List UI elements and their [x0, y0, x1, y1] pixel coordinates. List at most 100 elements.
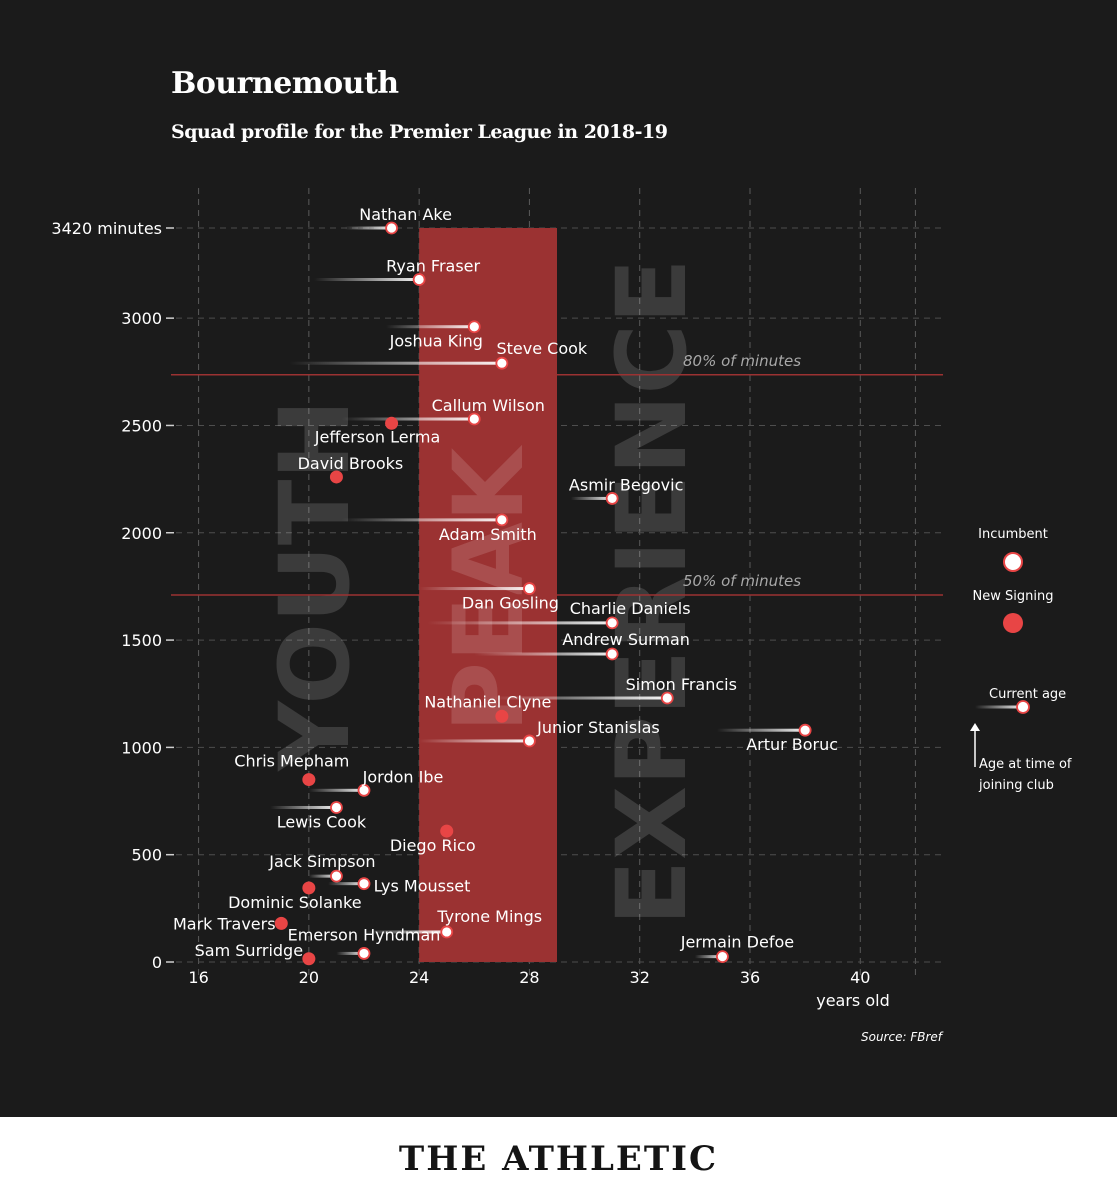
legend-join-arrowhead: [970, 723, 980, 731]
y-tick-label: 3420 minutes: [51, 219, 162, 238]
player-label: Jack Simpson: [268, 852, 375, 871]
player-label: Jordon Ibe: [362, 767, 444, 786]
player-label: Dominic Solanke: [228, 893, 361, 912]
y-tick-label: 3000: [121, 309, 162, 328]
new-signing-point: [274, 916, 288, 930]
player-label: Simon Francis: [626, 675, 737, 694]
tenure-trail: [474, 652, 613, 656]
y-tick-label: 1500: [121, 631, 162, 650]
legend-join-age-label: Age at time of joining club: [978, 757, 1072, 793]
incumbent-point: [467, 320, 481, 334]
new-signing-point: [302, 773, 316, 787]
chart-area: Bournemouth Squad profile for the Premie…: [51, 66, 1072, 1044]
player-label: Callum Wilson: [432, 396, 545, 415]
tenure-trail: [289, 361, 502, 365]
tenure-trail: [427, 621, 613, 625]
incumbent-point: [385, 221, 398, 235]
tenure-trail: [341, 417, 475, 421]
tenure-trail: [386, 325, 475, 329]
tenure-trail: [364, 930, 447, 934]
incumbent-point: [798, 723, 812, 737]
incumbent-point: [330, 801, 343, 814]
legend-trail: [975, 705, 1023, 709]
zone-label: YOUTH: [259, 399, 371, 771]
incumbent-point: [605, 616, 619, 630]
source-label: Source: FBref: [861, 1030, 944, 1044]
incumbent-point: [716, 950, 729, 964]
player-label: Nathan Ake: [359, 205, 452, 224]
new-signing-point: [329, 470, 343, 484]
y-tick-label: 0: [152, 953, 162, 972]
threshold-label: 80% of minutes: [683, 352, 801, 370]
incumbent-point: [467, 412, 481, 426]
player-label: Artur Boruc: [746, 735, 838, 754]
legend-incumbent-marker: [1003, 552, 1023, 572]
y-tick-label: 500: [131, 846, 162, 865]
incumbent-point: [357, 783, 371, 797]
incumbent-point: [495, 356, 509, 370]
new-signing-point: [302, 881, 316, 895]
x-tick-label: 32: [630, 968, 650, 987]
player-label: David Brooks: [298, 454, 404, 473]
zone-label: EXPERIENCE: [596, 258, 708, 925]
legend-new-signing-label: New Signing: [973, 589, 1054, 604]
x-tick-label: 16: [188, 968, 208, 987]
player-label: Jermain Defoe: [680, 933, 794, 952]
y-tick-label: 1000: [121, 738, 162, 757]
x-tick-label: 28: [519, 968, 539, 987]
threshold-label: 50% of minutes: [683, 572, 801, 590]
player-label: Lewis Cook: [277, 812, 367, 831]
new-signing-point: [385, 416, 399, 430]
player-label: Mark Travers: [173, 914, 276, 933]
player-label: Chris Mepham: [234, 752, 349, 771]
tenure-trail: [314, 278, 420, 282]
incumbent-point: [330, 869, 343, 883]
tenure-trail: [490, 696, 668, 700]
x-tick-label: 20: [299, 968, 319, 987]
tenure-trail: [308, 874, 337, 878]
y-tick-label: 2500: [121, 416, 162, 435]
x-tick-label: 36: [740, 968, 760, 987]
player-label: Andrew Surman: [562, 630, 690, 649]
x-axis-label: years old: [816, 991, 890, 1010]
tenure-trail: [341, 518, 502, 522]
legend-current-age-label: Current age: [989, 687, 1066, 702]
incumbent-point: [495, 513, 509, 527]
footer: THE ATHLETIC: [0, 1117, 1117, 1200]
tenure-trail: [694, 955, 723, 959]
tenure-trail: [270, 805, 337, 809]
incumbent-point: [412, 273, 426, 286]
player-label: Ryan Fraser: [386, 257, 480, 276]
player-label: Lys Mousset: [374, 877, 471, 896]
brand-logo: THE ATHLETIC: [398, 1138, 719, 1179]
incumbent-point: [523, 582, 536, 595]
incumbent-point: [605, 492, 619, 505]
legend-current-age-marker: [1016, 700, 1030, 714]
chart-title: Bournemouth: [171, 66, 399, 101]
tenure-trail: [344, 226, 392, 230]
new-signing-point: [440, 824, 454, 838]
player-label: Nathaniel Clyne: [424, 692, 551, 711]
tenure-trail: [570, 496, 613, 500]
player-label: Jefferson Lerma: [314, 427, 441, 446]
incumbent-point: [440, 925, 454, 939]
legend-new-signing-marker: [1003, 613, 1023, 633]
player-label: Diego Rico: [390, 836, 476, 855]
player-label: Adam Smith: [439, 525, 537, 544]
chart-subtitle: Squad profile for the Premier League in …: [171, 121, 668, 143]
tenure-trail: [419, 739, 530, 743]
x-tick-label: 24: [409, 968, 429, 987]
incumbent-point: [523, 734, 536, 748]
y-tick-label: 2000: [121, 524, 162, 543]
new-signing-point: [302, 952, 316, 966]
player-label: Tyrone Mings: [436, 907, 542, 926]
player-label: Asmir Begovic: [569, 475, 683, 494]
legend-incumbent-label: Incumbent: [978, 527, 1048, 542]
player-label: Junior Stanislas: [536, 718, 660, 737]
player-label: Emerson Hyndman: [288, 925, 441, 944]
player-label: Sam Surridge: [195, 941, 303, 960]
tenure-trail: [328, 882, 364, 886]
tenure-trail: [419, 587, 530, 591]
player-label: Charlie Daniels: [570, 599, 691, 618]
